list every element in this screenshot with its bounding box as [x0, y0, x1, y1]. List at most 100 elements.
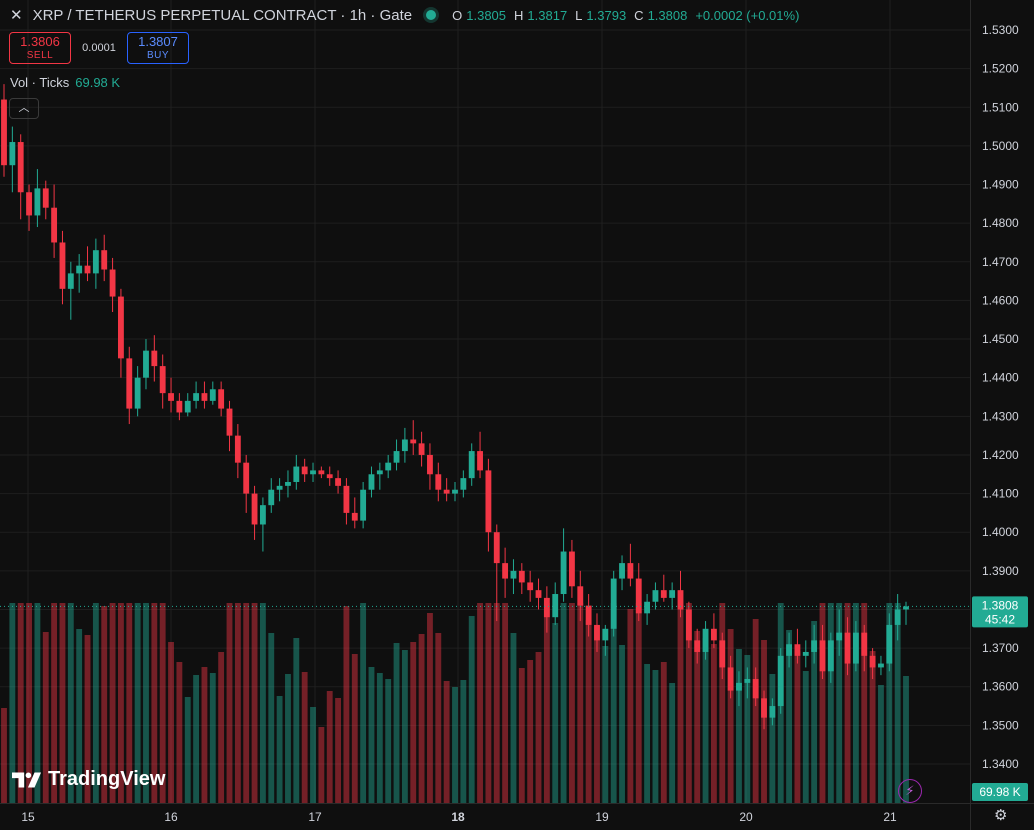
candle-body[interactable] [702, 628, 709, 652]
candle-body[interactable] [9, 142, 16, 166]
candle-body[interactable] [1, 99, 7, 166]
candle-body[interactable] [176, 400, 183, 413]
candle-body[interactable] [285, 481, 291, 486]
candle-body[interactable] [343, 485, 350, 513]
candle-body[interactable] [660, 590, 667, 598]
lightning-icon[interactable]: ⚡ [898, 779, 922, 803]
candle-body[interactable] [443, 489, 450, 494]
symbol-title[interactable]: XRP / TETHERUS PERPETUAL CONTRACT · 1h ·… [32, 6, 413, 24]
candle-body[interactable] [418, 443, 425, 455]
candle-body[interactable] [502, 563, 509, 579]
candle-body[interactable] [852, 632, 859, 664]
sell-button[interactable]: 1.3806 SELL [9, 32, 71, 64]
candle-body[interactable] [493, 532, 500, 564]
candle-body[interactable] [635, 578, 642, 614]
candle-body[interactable] [769, 706, 776, 718]
candle-body[interactable] [560, 551, 567, 595]
candle-body[interactable] [318, 470, 325, 475]
candle-body[interactable] [736, 682, 742, 691]
candle-body[interactable] [727, 667, 734, 691]
candle-body[interactable] [168, 393, 174, 401]
candle-body[interactable] [819, 640, 826, 672]
candle-body[interactable] [310, 470, 316, 475]
candle-body[interactable] [844, 632, 851, 664]
candle-body[interactable] [869, 655, 876, 668]
buy-button[interactable]: 1.3807 BUY [127, 32, 189, 64]
candle-body[interactable] [34, 188, 41, 216]
candle-body[interactable] [243, 462, 250, 494]
candle-body[interactable] [719, 640, 726, 668]
candle-body[interactable] [184, 400, 191, 413]
candle-body[interactable] [710, 628, 717, 641]
candle-body[interactable] [326, 474, 333, 479]
gear-icon[interactable]: ⚙ [994, 807, 1008, 824]
candle-body[interactable] [460, 478, 467, 490]
candle-body[interactable] [84, 265, 91, 274]
candle-body[interactable] [518, 570, 525, 583]
candle-body[interactable] [151, 350, 158, 367]
candle-body[interactable] [477, 451, 483, 471]
candle-body[interactable] [92, 250, 99, 274]
candle-body[interactable] [351, 512, 358, 521]
candle-body[interactable] [118, 296, 124, 359]
candle-body[interactable] [435, 474, 442, 490]
candle-body[interactable] [17, 142, 24, 193]
candle-body[interactable] [861, 632, 868, 656]
candle-body[interactable] [619, 563, 625, 579]
candle-body[interactable] [209, 389, 216, 401]
candle-body[interactable] [627, 563, 634, 579]
chevron-up-icon[interactable]: ︿ [9, 98, 39, 119]
candle-body[interactable] [376, 470, 383, 475]
candle-body[interactable] [878, 663, 884, 668]
candle-body[interactable] [268, 489, 275, 506]
candle-body[interactable] [594, 624, 600, 641]
candle-body[interactable] [159, 366, 166, 394]
candle-body[interactable] [59, 242, 66, 289]
candle-body[interactable] [569, 551, 575, 587]
candle-body[interactable] [410, 439, 417, 444]
candle-body[interactable] [610, 578, 617, 629]
candle-body[interactable] [126, 358, 133, 409]
candle-body[interactable] [744, 679, 751, 683]
candle-body[interactable] [652, 590, 659, 602]
candle-body[interactable] [134, 377, 141, 409]
candle-body[interactable] [552, 594, 559, 618]
candle-body[interactable] [193, 393, 200, 401]
candle-body[interactable] [527, 582, 534, 591]
candle-body[interactable] [143, 350, 149, 378]
candle-body[interactable] [101, 250, 108, 270]
candle-body[interactable] [76, 265, 83, 274]
candle-body[interactable] [452, 489, 458, 494]
candle-body[interactable] [109, 269, 116, 297]
candle-body[interactable] [677, 590, 684, 610]
candle-body[interactable] [903, 606, 909, 610]
candle-body[interactable] [577, 586, 584, 606]
candle-body[interactable] [293, 466, 300, 482]
x-icon[interactable]: ✕ [10, 7, 23, 24]
candle-body[interactable] [827, 640, 834, 672]
candle-body[interactable] [644, 601, 651, 614]
candle-body[interactable] [886, 624, 893, 664]
candle-body[interactable] [368, 474, 375, 490]
candle-body[interactable] [401, 439, 408, 452]
candle-body[interactable] [811, 640, 818, 652]
candle-body[interactable] [543, 597, 550, 618]
candle-body[interactable] [276, 485, 283, 490]
candle-body[interactable] [42, 188, 49, 208]
candle-body[interactable] [836, 632, 843, 641]
candle-body[interactable] [777, 655, 784, 707]
candle-body[interactable] [585, 605, 592, 625]
candle-body[interactable] [510, 570, 517, 579]
candle-body[interactable] [894, 609, 901, 625]
candle-body[interactable] [26, 192, 32, 216]
candle-body[interactable] [468, 451, 475, 479]
candle-body[interactable] [535, 590, 542, 598]
candle-body[interactable] [335, 478, 341, 486]
candle-body[interactable] [301, 466, 308, 475]
candle-body[interactable] [67, 273, 74, 289]
candle-body[interactable] [360, 489, 367, 521]
candle-body[interactable] [602, 628, 609, 641]
candle-body[interactable] [685, 609, 692, 641]
candle-body[interactable] [786, 644, 792, 656]
